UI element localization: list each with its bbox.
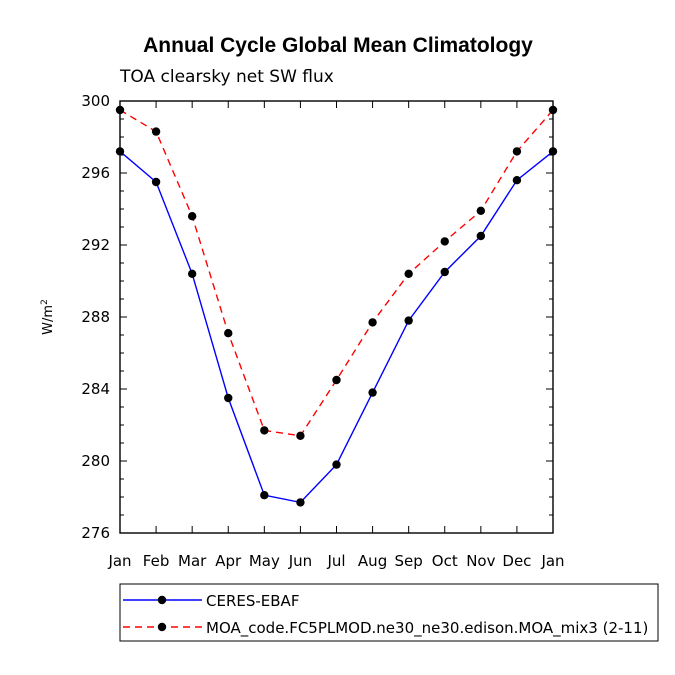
series-2-point xyxy=(512,147,522,156)
x-tick-label: Oct xyxy=(432,552,458,570)
y-tick-label: 284 xyxy=(81,380,110,398)
series-1-point xyxy=(224,393,233,403)
x-tick-label: Jan xyxy=(540,552,564,570)
y-tick-label: 276 xyxy=(81,524,110,542)
legend-marker-1 xyxy=(157,595,167,605)
x-tick-label: Jun xyxy=(288,552,312,570)
x-tick-label: Dec xyxy=(502,552,531,570)
series-2-point xyxy=(476,206,486,215)
y-tick-label: 296 xyxy=(81,164,110,182)
series-2-point xyxy=(187,212,197,221)
series-2-point xyxy=(260,426,269,435)
legend-box xyxy=(119,583,659,642)
series-2-point xyxy=(440,237,449,246)
series-1-point xyxy=(440,267,449,277)
series-1-point xyxy=(260,491,269,500)
x-tick-label: Nov xyxy=(466,552,495,570)
y-axis-label-superscript: 2 xyxy=(40,299,50,305)
series-2-point xyxy=(151,127,161,136)
series-1-point xyxy=(512,176,522,185)
x-tick-label: Mar xyxy=(178,552,207,570)
y-tick-label: 288 xyxy=(81,308,110,326)
series-2-point xyxy=(224,329,233,338)
x-tick-label: Aug xyxy=(358,552,387,570)
x-tick-label: Apr xyxy=(215,552,242,570)
series-1-point xyxy=(332,460,341,469)
y-axis-label-unit: W/m xyxy=(41,305,56,335)
x-tick-label: Sep xyxy=(395,552,423,570)
series-layer xyxy=(115,105,558,507)
series-line-2 xyxy=(119,109,554,437)
legend-marker-2 xyxy=(157,622,167,632)
series-1-point xyxy=(476,231,486,241)
plot-frame xyxy=(119,100,554,534)
y-tick-labels: 276 280 284 288 292 296 300 xyxy=(81,92,110,542)
y-tick-label: 300 xyxy=(81,92,110,110)
series-2-point xyxy=(332,375,341,385)
legend-label-1: CERES-EBAF xyxy=(206,592,299,610)
y-tick-label: 280 xyxy=(81,452,110,470)
series-2-point xyxy=(368,318,377,327)
series-2-point xyxy=(404,269,413,278)
x-tick-label: May xyxy=(249,552,280,570)
y-tick-label: 292 xyxy=(81,236,110,254)
x-tick-label: Jul xyxy=(326,552,345,570)
legend: CERES-EBAF MOA_code.FC5PLMOD.ne30_ne30.ed… xyxy=(119,583,659,642)
x-tick-label: Feb xyxy=(143,552,170,570)
series-line-1 xyxy=(119,150,554,504)
y-axis-label: W/m2 xyxy=(40,299,56,335)
series-1-point xyxy=(404,316,413,325)
chart-title: Annual Cycle Global Mean Climatology xyxy=(143,34,533,57)
series-1-point xyxy=(187,269,197,278)
series-2-point xyxy=(296,431,305,440)
legend-label-2: MOA_code.FC5PLMOD.ne30_ne30.edison.MOA_m… xyxy=(206,619,648,638)
x-tick-label: Jan xyxy=(107,552,131,570)
x-tick-labels: Jan Feb Mar Apr May Jun Jul Aug Sep Oct Nov Dec Jan xyxy=(107,552,564,570)
series-1-point xyxy=(296,498,305,507)
series-1-point xyxy=(368,388,377,397)
chart-subtitle: TOA clearsky net SW flux xyxy=(119,67,334,87)
series-1-point xyxy=(151,177,161,187)
